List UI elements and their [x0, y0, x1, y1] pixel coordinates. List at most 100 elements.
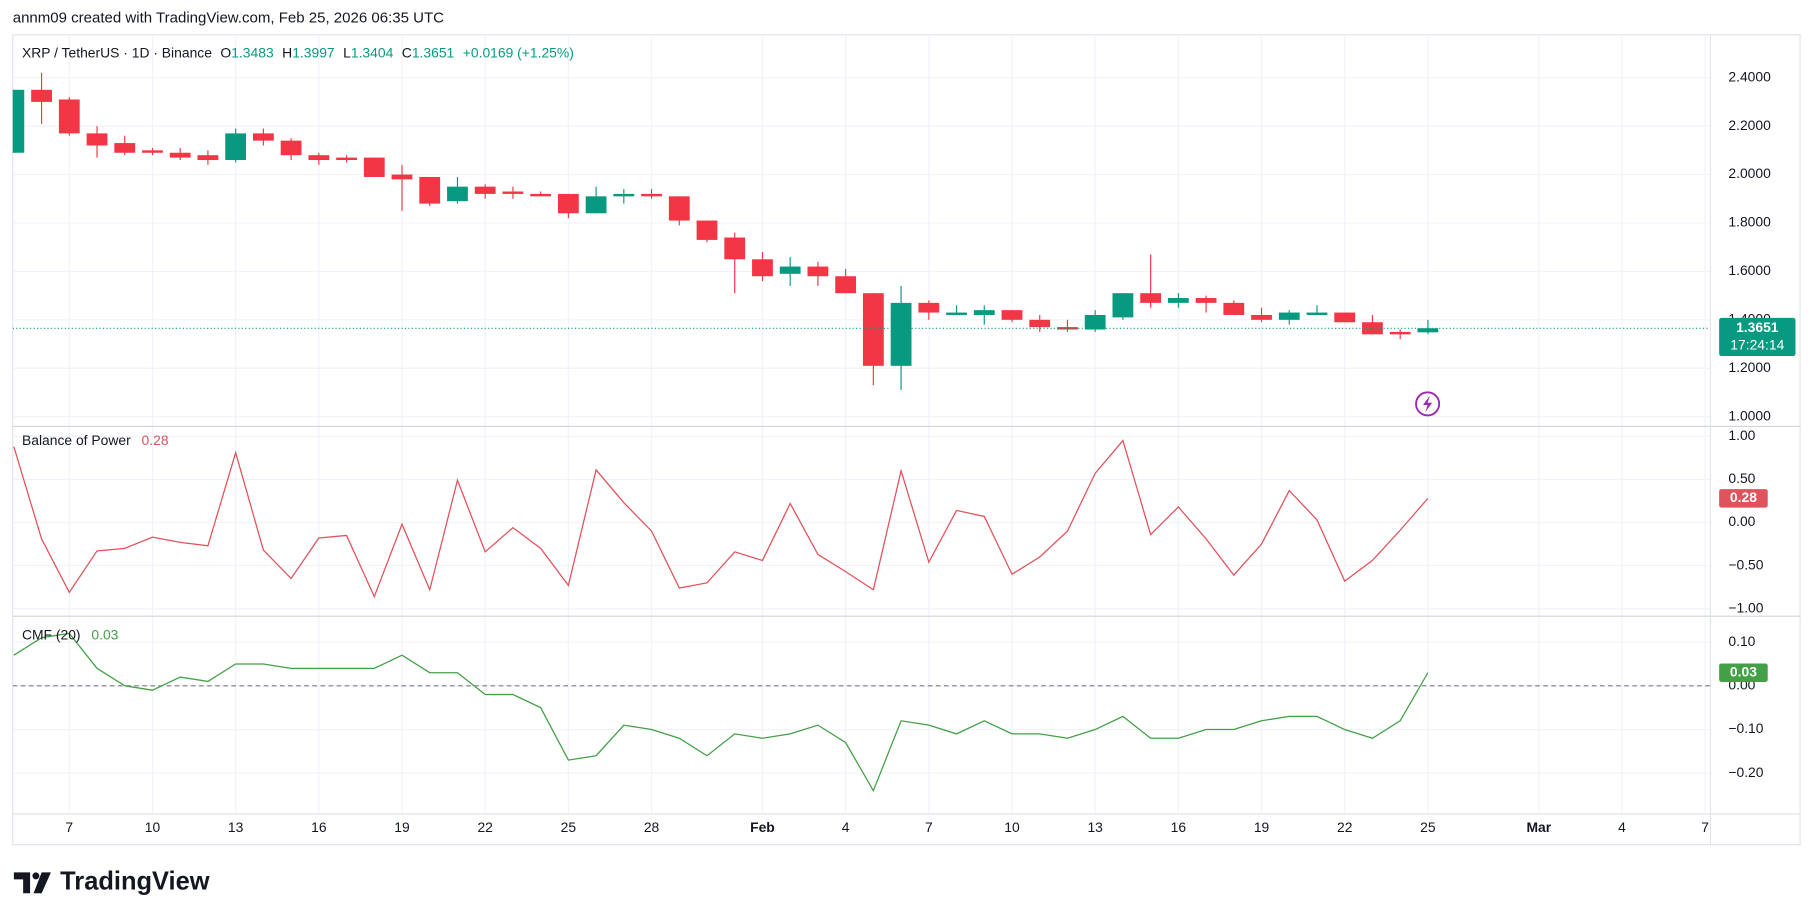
candle-body	[862, 293, 884, 366]
candle-body	[807, 266, 829, 277]
x-tick-label: Mar	[1526, 819, 1551, 835]
indicator-title: Balance of Power	[22, 432, 131, 448]
y-tick-label: 2.4000	[1728, 68, 1771, 84]
x-tick-label: 25	[561, 819, 577, 835]
last-value-label: 0.03	[1730, 663, 1757, 679]
last-value-box	[1719, 663, 1768, 682]
x-tick-label: 4	[842, 819, 850, 835]
candle-body	[1167, 298, 1189, 303]
x-tick-label: 22	[477, 819, 493, 835]
legend: XRP / TetherUS · 1D · Binance O1.3483 H1…	[22, 44, 574, 60]
candle-body	[308, 155, 330, 161]
x-tick-label: 4	[1618, 819, 1626, 835]
y-tick-label: −0.20	[1728, 764, 1763, 780]
credit: annm09 created with TradingView.com, Feb…	[13, 10, 444, 27]
x-tick-label: 10	[145, 819, 161, 835]
last-price-box	[1719, 317, 1796, 357]
candle-body	[1001, 310, 1023, 320]
y-tick-label: 1.6000	[1728, 262, 1771, 278]
candle-body	[197, 155, 219, 161]
x-tick-label: 7	[1701, 819, 1709, 835]
indicator-legend: Balance of Power 0.28	[22, 432, 169, 448]
brand-logo	[13, 872, 51, 894]
legend-value: 1.3651	[412, 44, 455, 60]
indicator-value: 0.28	[142, 432, 169, 448]
indicator-line	[13, 439, 1429, 599]
candle-body	[1334, 312, 1356, 323]
candle-body	[502, 191, 524, 194]
x-tick-label: 19	[1254, 819, 1270, 835]
candle-body	[1417, 328, 1439, 333]
legend-value: 1.3483	[231, 44, 274, 60]
y-tick-label: 1.2000	[1728, 359, 1771, 375]
x-tick-label: 13	[228, 819, 244, 835]
candle-body	[363, 157, 385, 177]
candle-body	[336, 157, 357, 161]
candle-body	[142, 150, 163, 153]
candle-body	[225, 133, 247, 161]
candle-body	[779, 266, 801, 274]
x-tick-label: 22	[1337, 819, 1353, 835]
legend-key: L	[343, 44, 351, 60]
candle-body	[1362, 322, 1383, 335]
indicator-title: CMF (20)	[22, 626, 81, 642]
alert-icon[interactable]	[1415, 391, 1441, 417]
candle-body	[114, 143, 136, 153]
legend-value: 1.3997	[292, 44, 335, 60]
candle-body	[1251, 314, 1272, 320]
indicator-value: 0.03	[91, 626, 118, 642]
legend-key: C	[402, 44, 412, 60]
candle-body	[1223, 302, 1245, 315]
candle-body	[169, 152, 191, 158]
candle-body	[252, 133, 274, 141]
candle-body	[419, 176, 441, 204]
legend-value: 1.3404	[351, 44, 394, 60]
x-tick-label: 10	[1004, 819, 1020, 835]
symbol: XRP / TetherUS · 1D · Binance	[22, 44, 212, 60]
y-tick-label: 2.0000	[1728, 165, 1771, 181]
candle-body	[86, 133, 108, 146]
candle-body	[1140, 293, 1162, 303]
x-tick-label: 13	[1087, 819, 1103, 835]
candle-body	[724, 237, 746, 260]
candle-body	[613, 193, 635, 197]
candle-body	[1112, 293, 1134, 318]
x-tick-label: 25	[1420, 819, 1436, 835]
x-tick-label: 16	[1171, 819, 1187, 835]
candle-body	[668, 196, 690, 221]
candle-body	[641, 193, 662, 197]
x-tick-label: 19	[394, 819, 410, 835]
candle-body	[557, 193, 579, 214]
indicator-line	[13, 632, 1429, 793]
candle-body	[696, 220, 718, 240]
y-tick-label: 0.50	[1728, 470, 1755, 486]
x-tick-label: 7	[925, 819, 933, 835]
last-value-box	[1719, 489, 1768, 508]
legend-key: O	[220, 44, 231, 60]
candle-body	[391, 174, 413, 180]
candle-body	[585, 196, 607, 214]
y-tick-label: 1.8000	[1728, 214, 1771, 230]
candle-body	[752, 259, 773, 277]
legend-key: H	[282, 44, 292, 60]
candle-body	[12, 89, 25, 153]
candle-body	[1084, 314, 1106, 330]
y-tick-label: −0.10	[1728, 720, 1763, 736]
candle-body	[1306, 312, 1328, 315]
candle-body	[474, 186, 496, 194]
y-tick-label: 0.00	[1728, 513, 1755, 529]
candle-body	[835, 276, 857, 294]
x-tick-label: 7	[65, 819, 73, 835]
candle-body	[890, 302, 912, 366]
brand-name: TradingView	[60, 868, 210, 896]
y-tick-label: 0.10	[1728, 633, 1755, 649]
candle-body	[918, 302, 940, 313]
y-tick-label: −1.00	[1728, 599, 1763, 615]
y-tick-label: 2.2000	[1728, 117, 1771, 133]
candle-body	[946, 312, 967, 315]
candle-body	[58, 99, 80, 134]
x-tick-label: Feb	[750, 819, 775, 835]
candle-body	[530, 193, 552, 197]
